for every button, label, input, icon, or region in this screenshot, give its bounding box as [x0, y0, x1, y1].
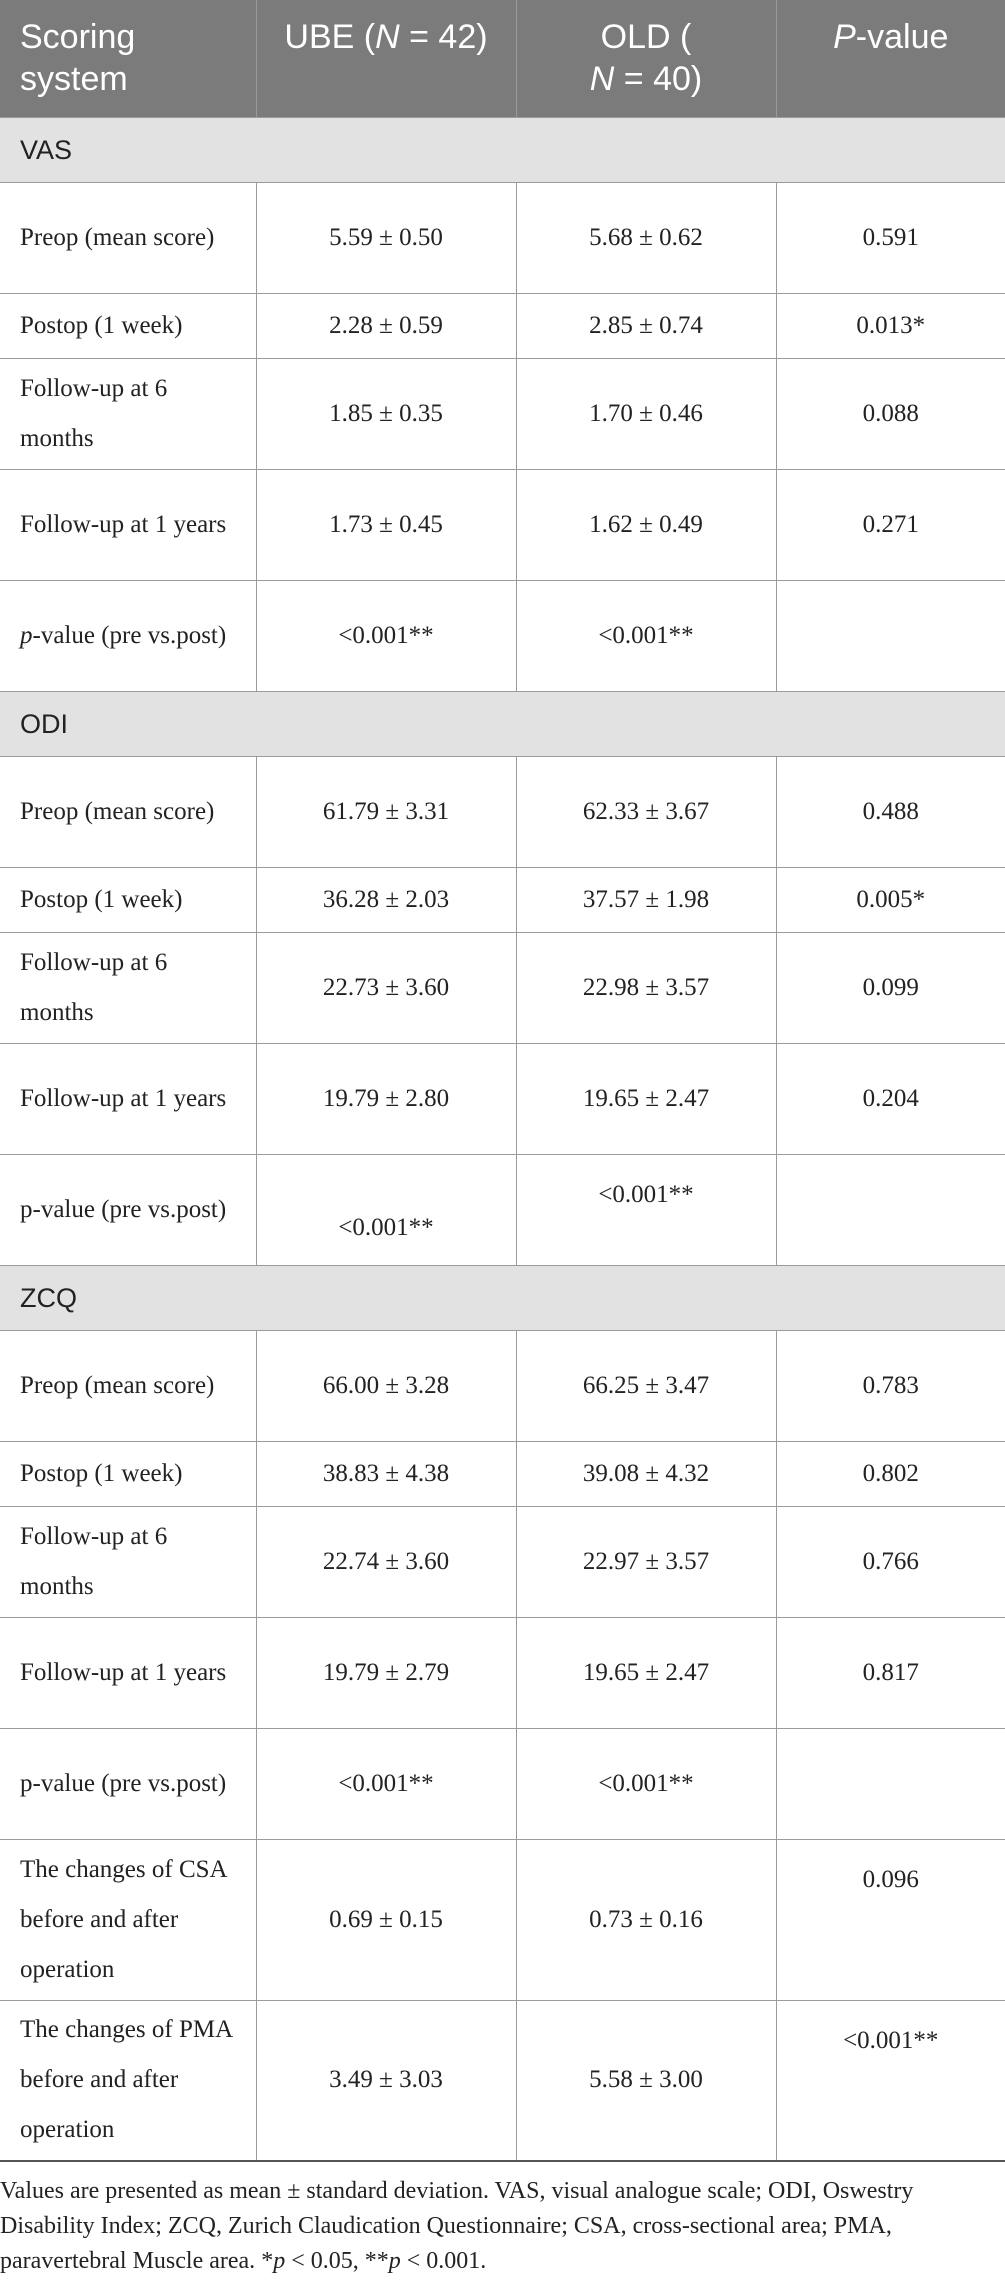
ube-value: 19.79 ± 2.80 — [255, 1042, 517, 1155]
ube-value: 2.28 ± 0.59 — [255, 292, 517, 359]
old-value: 66.25 ± 3.47 — [515, 1329, 777, 1442]
p-value: 0.088 — [775, 357, 1005, 470]
table-row: Follow-up at 1 years 19.79 ± 2.80 19.65 … — [0, 1042, 1005, 1155]
header-ube: UBE (N = 42) — [255, 0, 516, 117]
p-value: 0.817 — [775, 1616, 1005, 1729]
results-table: Scoring system UBE (N = 42) OLD (N = 40)… — [0, 0, 1005, 2162]
section-row-odi: ODI — [0, 690, 1005, 757]
row-label: p-value (pre vs.post) — [0, 579, 257, 692]
row-label: Follow-up at 6 months — [0, 1505, 257, 1618]
row-label: The changes of CSA before and after oper… — [0, 1838, 257, 2001]
ube-value: <0.001** — [255, 1153, 517, 1266]
section-title-vas: VAS — [0, 116, 1005, 183]
row-label: Postop (1 week) — [0, 1440, 257, 1507]
old-value: <0.001** — [515, 579, 777, 692]
table-row: Postop (1 week) 38.83 ± 4.38 39.08 ± 4.3… — [0, 1440, 1005, 1507]
table-row: Preop (mean score) 61.79 ± 3.31 62.33 ± … — [0, 755, 1005, 868]
p-value — [775, 579, 1005, 692]
old-value: 39.08 ± 4.32 — [515, 1440, 777, 1507]
ube-value: 0.69 ± 0.15 — [255, 1838, 517, 2001]
row-label: The changes of PMA before and after oper… — [0, 1999, 257, 2162]
ube-value: 22.74 ± 3.60 — [255, 1505, 517, 1618]
table-row: Follow-up at 6 months 22.73 ± 3.60 22.98… — [0, 931, 1005, 1044]
table-row: Preop (mean score) 5.59 ± 0.50 5.68 ± 0.… — [0, 181, 1005, 294]
old-value: 1.70 ± 0.46 — [515, 357, 777, 470]
table-row: p-value (pre vs.post) <0.001** <0.001** — [0, 579, 1005, 692]
ube-value: 5.59 ± 0.50 — [255, 181, 517, 294]
p-value: 0.488 — [775, 755, 1005, 868]
row-label: p-value (pre vs.post) — [0, 1727, 257, 1840]
ube-value: 22.73 ± 3.60 — [255, 931, 517, 1044]
table-row: Follow-up at 1 years 19.79 ± 2.79 19.65 … — [0, 1616, 1005, 1729]
table-row: Postop (1 week) 36.28 ± 2.03 37.57 ± 1.9… — [0, 866, 1005, 933]
p-value: 0.013* — [775, 292, 1005, 359]
section-row-vas: VAS — [0, 116, 1005, 183]
ube-value: 19.79 ± 2.79 — [255, 1616, 517, 1729]
old-value: 62.33 ± 3.67 — [515, 755, 777, 868]
row-label: Follow-up at 6 months — [0, 931, 257, 1044]
row-label: Follow-up at 1 years — [0, 1616, 257, 1729]
old-value: 22.97 ± 3.57 — [515, 1505, 777, 1618]
table-row: p-value (pre vs.post) <0.001** <0.001** — [0, 1153, 1005, 1266]
table-row: The changes of CSA before and after oper… — [0, 1838, 1005, 2001]
old-value: <0.001** — [515, 1153, 777, 1266]
row-label: Postop (1 week) — [0, 866, 257, 933]
old-value: 37.57 ± 1.98 — [515, 866, 777, 933]
p-value: 0.591 — [775, 181, 1005, 294]
table-footnote: Values are presented as mean ± standard … — [0, 2178, 914, 2274]
p-value — [775, 1727, 1005, 1840]
ube-value: <0.001** — [255, 1727, 517, 1840]
table-row: Preop (mean score) 66.00 ± 3.28 66.25 ± … — [0, 1329, 1005, 1442]
p-value — [775, 1153, 1005, 1266]
row-label: Follow-up at 1 years — [0, 1042, 257, 1155]
p-value: 0.096 — [775, 1838, 1005, 2001]
table-row: Postop (1 week) 2.28 ± 0.59 2.85 ± 0.74 … — [0, 292, 1005, 359]
table-row: Follow-up at 6 months 1.85 ± 0.35 1.70 ±… — [0, 357, 1005, 470]
ube-value: <0.001** — [255, 579, 517, 692]
p-value: 0.802 — [775, 1440, 1005, 1507]
table-row: Follow-up at 6 months 22.74 ± 3.60 22.97… — [0, 1505, 1005, 1618]
old-value: 5.58 ± 3.00 — [515, 1999, 777, 2162]
table-header-row: Scoring system UBE (N = 42) OLD (N = 40)… — [0, 0, 1005, 117]
old-value: <0.001** — [515, 1727, 777, 1840]
table-row: The changes of PMA before and after oper… — [0, 1999, 1005, 2162]
ube-value: 1.85 ± 0.35 — [255, 357, 517, 470]
p-value: 0.005* — [775, 866, 1005, 933]
old-value: 19.65 ± 2.47 — [515, 1042, 777, 1155]
row-label: p-value (pre vs.post) — [0, 1153, 257, 1266]
header-old: OLD (N = 40) — [515, 0, 776, 117]
section-row-zcq: ZCQ — [0, 1264, 1005, 1331]
ube-value: 3.49 ± 3.03 — [255, 1999, 517, 2162]
header-scoring-system: Scoring system — [0, 0, 256, 117]
old-value: 19.65 ± 2.47 — [515, 1616, 777, 1729]
row-label: Postop (1 week) — [0, 292, 257, 359]
section-title-odi: ODI — [0, 690, 1005, 757]
ube-value: 36.28 ± 2.03 — [255, 866, 517, 933]
header-p-value: P-value — [775, 0, 1005, 117]
old-value: 0.73 ± 0.16 — [515, 1838, 777, 2001]
old-value: 2.85 ± 0.74 — [515, 292, 777, 359]
row-label: Preop (mean score) — [0, 1329, 257, 1442]
old-value: 5.68 ± 0.62 — [515, 181, 777, 294]
ube-value: 38.83 ± 4.38 — [255, 1440, 517, 1507]
table-row: p-value (pre vs.post) <0.001** <0.001** — [0, 1727, 1005, 1840]
p-value: 0.271 — [775, 468, 1005, 581]
ube-value: 1.73 ± 0.45 — [255, 468, 517, 581]
p-value: <0.001** — [775, 1999, 1005, 2162]
table-row: Follow-up at 1 years 1.73 ± 0.45 1.62 ± … — [0, 468, 1005, 581]
row-label: Follow-up at 6 months — [0, 357, 257, 470]
p-value: 0.099 — [775, 931, 1005, 1044]
ube-value: 66.00 ± 3.28 — [255, 1329, 517, 1442]
p-value: 0.204 — [775, 1042, 1005, 1155]
old-value: 22.98 ± 3.57 — [515, 931, 777, 1044]
ube-value: 61.79 ± 3.31 — [255, 755, 517, 868]
row-label: Preop (mean score) — [0, 755, 257, 868]
old-value: 1.62 ± 0.49 — [515, 468, 777, 581]
row-label: Follow-up at 1 years — [0, 468, 257, 581]
row-label: Preop (mean score) — [0, 181, 257, 294]
p-value: 0.783 — [775, 1329, 1005, 1442]
p-value: 0.766 — [775, 1505, 1005, 1618]
section-title-zcq: ZCQ — [0, 1264, 1005, 1331]
